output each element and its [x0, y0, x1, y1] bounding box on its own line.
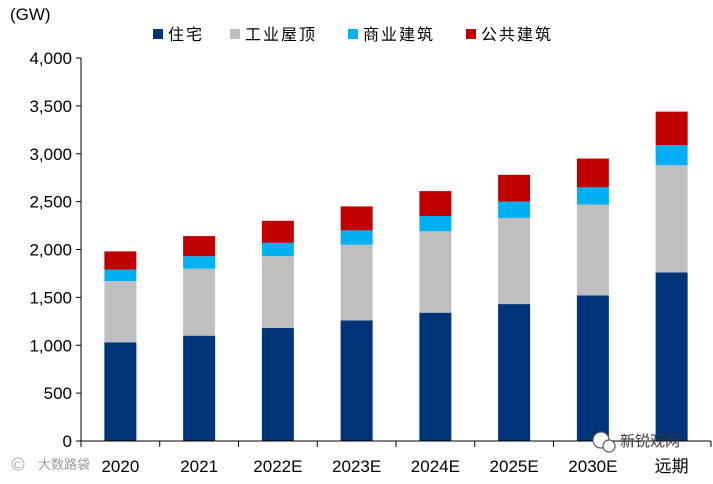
x-axis: 2020 2021 2022E 2023E 2024E 2025E 2030E 远期: [80, 440, 712, 476]
x-category-label: 2025E: [490, 457, 539, 476]
bar-segment: [419, 215, 452, 232]
x-category-label: 远期: [655, 457, 689, 476]
bar-segment: [576, 204, 609, 296]
bar-stack: [498, 174, 531, 441]
bar-stack: [419, 191, 452, 441]
legend-swatch: [230, 29, 240, 39]
legend: 住宅 工业屋顶 商业建筑 公共建筑: [153, 25, 553, 44]
y-tick-label: 2,000: [29, 241, 72, 260]
legend-label: 工业屋顶: [245, 25, 317, 44]
bar-stack: [655, 111, 688, 441]
bar-stack: [261, 220, 294, 441]
y-tick-label: 0: [63, 432, 72, 451]
bar-segment: [104, 269, 137, 282]
bar-segment: [576, 295, 609, 441]
y-axis-unit-label: (GW): [10, 5, 51, 24]
bar-segment: [261, 220, 294, 243]
bar-segment: [655, 165, 688, 273]
x-category-label: 2020: [101, 457, 139, 476]
bar-segment: [340, 230, 373, 245]
x-category-label: 2021: [180, 457, 218, 476]
bar-stack: [183, 236, 216, 441]
bar-segment: [104, 342, 137, 441]
watermark-left-text: 大数路袋: [38, 457, 90, 473]
bar-segment: [183, 335, 216, 441]
bar-stack: [576, 158, 609, 441]
legend-item: 住宅: [153, 25, 204, 44]
y-tick-label: 500: [44, 384, 72, 403]
legend-swatch: [153, 29, 163, 39]
y-tick-label: 4,000: [29, 49, 72, 68]
bar-segment: [655, 111, 688, 146]
bar-segment: [655, 145, 688, 166]
bar-segment: [498, 217, 531, 305]
x-category-label: 2030E: [568, 457, 617, 476]
wechat-icon-bubble: [602, 439, 616, 453]
bar-series-group: [104, 111, 688, 441]
x-category-label: 2022E: [253, 457, 302, 476]
legend-label: 商业建筑: [363, 25, 435, 44]
legend-label: 公共建筑: [481, 25, 553, 44]
legend-swatch: [466, 29, 476, 39]
bar-segment: [498, 304, 531, 441]
bar-stack: [340, 206, 373, 441]
legend-item: 工业屋顶: [230, 25, 317, 44]
bar-segment: [576, 158, 609, 188]
bar-segment: [498, 201, 531, 218]
bar-segment: [419, 191, 452, 216]
bar-segment: [419, 231, 452, 313]
x-category-label: 2023E: [332, 457, 381, 476]
bar-segment: [104, 281, 137, 343]
bar-segment: [419, 312, 452, 441]
watermark-right-text: 新锐观网: [620, 432, 680, 450]
y-tick-label: 3,500: [29, 97, 72, 116]
y-tick-label: 3,000: [29, 145, 72, 164]
legend-swatch: [348, 29, 358, 39]
bar-stack: [104, 251, 137, 441]
bar-segment: [261, 328, 294, 441]
bar-segment: [183, 256, 216, 269]
y-tick-label: 1,000: [29, 336, 72, 355]
bar-segment: [183, 236, 216, 257]
y-tick-label: 2,500: [29, 193, 72, 212]
bar-segment: [576, 187, 609, 205]
bar-segment: [655, 272, 688, 441]
watermark-left: C 大数路袋: [11, 457, 90, 473]
y-axis: 0 500 1,000 1,500 2,000 2,500 3,000 3,500 4,000: [29, 49, 82, 451]
watermark-right: 新锐观网: [592, 431, 680, 453]
bar-segment: [104, 251, 137, 270]
bar-segment: [261, 256, 294, 329]
bar-segment: [340, 244, 373, 321]
bar-segment: [261, 242, 294, 257]
y-tick-label: 1,500: [29, 288, 72, 307]
x-category-label: 2024E: [411, 457, 460, 476]
bar-segment: [498, 174, 531, 202]
bar-segment: [340, 320, 373, 441]
legend-label: 住宅: [168, 25, 204, 44]
bar-segment: [183, 268, 216, 336]
bar-segment: [340, 206, 373, 231]
watermark-copyright-glyph: C: [14, 461, 20, 471]
legend-item: 公共建筑: [466, 25, 553, 44]
legend-item: 商业建筑: [348, 25, 435, 44]
watermark-copyright-icon: [11, 457, 25, 471]
